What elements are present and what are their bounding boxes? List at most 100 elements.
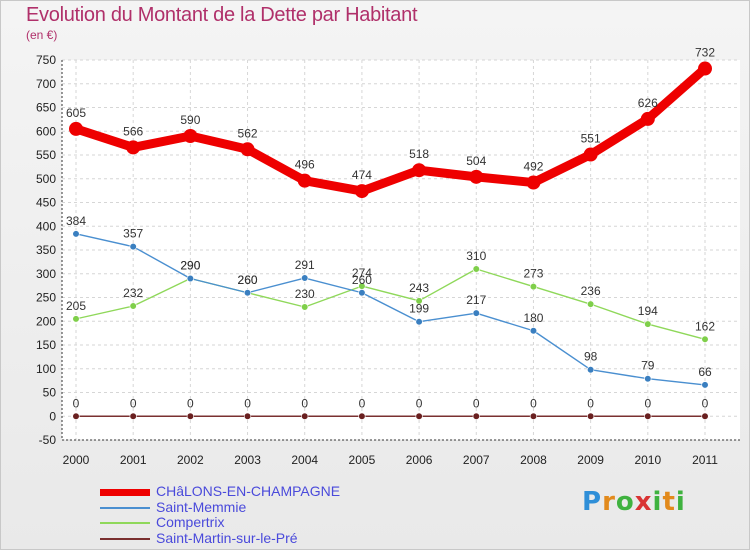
data-label: 590 (180, 113, 200, 127)
y-tick-label: 750 (36, 53, 56, 67)
data-point-0 (698, 61, 712, 76)
y-tick-label: 400 (36, 219, 56, 233)
data-label: 217 (466, 293, 486, 307)
data-label: 0 (301, 396, 308, 410)
data-point-0 (583, 147, 598, 162)
legend-swatch (100, 522, 150, 524)
data-label: 274 (352, 266, 372, 280)
data-label: 474 (352, 168, 372, 182)
data-point-2 (301, 303, 309, 311)
data-label: 310 (466, 249, 486, 263)
data-label: 290 (180, 259, 200, 273)
data-label: 236 (581, 284, 601, 298)
y-tick-label: 300 (36, 267, 56, 281)
data-label: 273 (523, 267, 543, 281)
data-point-0 (469, 169, 484, 184)
data-point-0 (297, 173, 312, 188)
legend-label: Saint-Martin-sur-le-Pré (156, 529, 298, 546)
data-label: 260 (238, 273, 258, 287)
y-tick-label: 600 (36, 124, 56, 138)
data-label: 0 (359, 396, 366, 410)
data-label: 291 (295, 258, 315, 272)
data-point-1 (472, 309, 480, 317)
data-point-3 (529, 412, 538, 420)
data-point-3 (358, 412, 366, 420)
data-point-3 (243, 412, 252, 420)
data-label: 232 (123, 286, 143, 300)
y-tick-label: 450 (36, 196, 56, 210)
proxiti-logo: Proxiti (582, 487, 686, 517)
x-tick-label: 2009 (577, 453, 604, 467)
data-label: 496 (295, 158, 315, 172)
data-point-0 (640, 111, 655, 126)
y-tick-label: 200 (36, 314, 56, 328)
data-point-1 (701, 381, 709, 389)
data-point-3 (186, 412, 194, 420)
data-label: 290 (180, 259, 200, 273)
data-point-0 (412, 163, 427, 178)
data-point-3 (415, 412, 423, 420)
data-point-3 (644, 412, 652, 420)
x-tick-label: 2007 (463, 453, 490, 467)
data-point-1 (587, 366, 595, 374)
data-label: 357 (123, 227, 143, 241)
data-point-1 (186, 274, 194, 283)
data-label: 492 (523, 160, 543, 174)
data-point-2 (129, 302, 137, 310)
data-point-0 (240, 142, 255, 157)
data-label: 732 (695, 46, 715, 60)
data-point-0 (69, 121, 83, 136)
series-line-0 (71, 64, 710, 196)
data-point-3 (472, 412, 480, 420)
data-point-1 (644, 375, 652, 383)
legend-item: Compertrix (100, 515, 340, 531)
data-point-3 (701, 412, 709, 420)
data-label: 562 (238, 126, 258, 140)
data-label: 260 (238, 273, 258, 287)
data-label: 0 (416, 396, 423, 410)
data-point-0 (526, 175, 541, 190)
data-point-2 (472, 265, 480, 273)
data-point-3 (587, 412, 595, 420)
y-tick-label: 0 (49, 409, 56, 423)
y-tick-label: 100 (36, 362, 56, 376)
legend-swatch (100, 488, 150, 496)
x-tick-label: 2001 (120, 453, 147, 467)
legend-swatch (100, 506, 150, 509)
data-point-2 (415, 297, 423, 305)
y-tick-label: -50 (39, 433, 57, 447)
data-label: 66 (698, 365, 712, 379)
x-tick-label: 2006 (406, 453, 433, 467)
x-tick-label: 2008 (520, 453, 547, 467)
data-label: 0 (244, 396, 251, 410)
x-tick-label: 2002 (177, 453, 204, 467)
data-label: 162 (695, 319, 715, 333)
data-point-1 (529, 327, 538, 335)
chart-legend: CHâLONS-EN-CHAMPAGNE Saint-Memmie Compertr… (100, 484, 340, 546)
data-label: 180 (523, 311, 543, 325)
y-tick-label: 700 (36, 77, 56, 91)
legend-item: CHâLONS-EN-CHAMPAGNE (100, 484, 340, 500)
data-point-0 (354, 184, 369, 199)
data-label: 243 (409, 281, 429, 295)
x-tick-label: 2011 (692, 453, 718, 467)
x-tick-label: 2004 (291, 453, 318, 467)
data-point-3 (72, 412, 80, 420)
data-label: 605 (66, 106, 86, 120)
data-label: 518 (409, 147, 429, 161)
data-label: 79 (641, 359, 655, 373)
data-label: 0 (702, 396, 709, 410)
data-label: 626 (638, 96, 658, 110)
data-point-1 (415, 318, 423, 326)
data-point-1 (301, 274, 309, 282)
y-tick-label: 50 (43, 386, 57, 400)
legend-item: Saint-Memmie (100, 499, 340, 516)
data-label: 0 (73, 396, 80, 410)
legend-swatch (100, 537, 150, 540)
data-label: 551 (581, 132, 601, 146)
x-tick-label: 2003 (234, 453, 261, 467)
chart-subtitle: (en €) (26, 28, 58, 42)
data-point-0 (126, 140, 141, 155)
legend-label: Compertrix (156, 514, 225, 530)
data-point-3 (129, 412, 137, 420)
